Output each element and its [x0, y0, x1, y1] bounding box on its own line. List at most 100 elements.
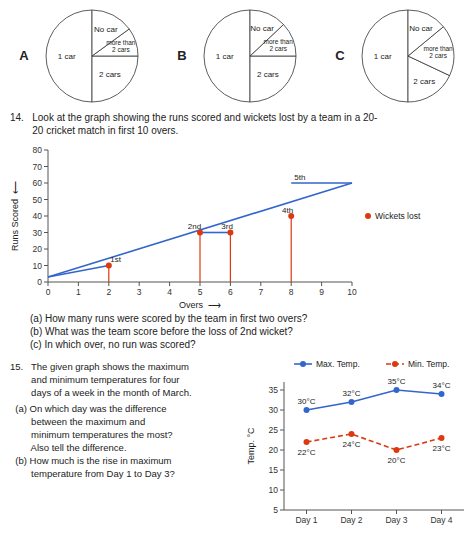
x-axis-label: Overs ⟶ — [179, 300, 221, 310]
xy-chart: 01020304050607080012345678910Overs ⟶Runs… — [10, 145, 421, 310]
plot-area — [48, 183, 352, 282]
y-tick — [44, 199, 48, 200]
annotation: 2nd — [188, 222, 201, 231]
x-tick-label: Day 1 — [295, 515, 317, 525]
y-tick — [280, 410, 284, 411]
data-label: 22°C — [298, 448, 316, 457]
x-tick — [48, 282, 49, 286]
y-axis — [284, 382, 285, 510]
pie-label: more than2 cars — [423, 45, 453, 59]
x-tick-label: 4 — [167, 287, 172, 297]
x-tick-label: 2 — [106, 287, 111, 297]
legend-label: Max. Temp. — [316, 359, 360, 369]
plot-area — [304, 387, 445, 453]
question-text: 20 cricket match in first 10 overs. — [10, 125, 178, 136]
data-label: 32°C — [343, 389, 361, 398]
x-tick — [200, 282, 201, 286]
point — [304, 439, 310, 445]
point — [439, 391, 445, 397]
data-label: 30°C — [298, 397, 316, 406]
pie-chart: A 1 car 2 cars more than2 cars No car — [19, 10, 138, 102]
annotation: 1st — [110, 255, 121, 264]
pie-label-line: No car — [409, 24, 433, 33]
y-tick — [280, 510, 284, 511]
pie-label-line: more than — [106, 39, 136, 46]
y-tick — [280, 390, 284, 391]
legend-marker — [300, 361, 306, 367]
question-text: temperature from Day 1 to Day 3? — [10, 468, 175, 479]
pie-title: C — [335, 48, 345, 63]
y-tick-label: 20 — [33, 244, 43, 254]
pie-label-line: 2 cars — [269, 45, 287, 52]
question-text: (a) On which day was the difference — [10, 403, 167, 414]
pie-label-line: 2 cars — [413, 77, 435, 86]
pie-label: more than2 cars — [106, 39, 136, 53]
legend: Max. Temp.Min. Temp. — [294, 359, 449, 369]
y-tick-label: 35 — [269, 385, 279, 395]
pie-label: 2 cars — [99, 70, 121, 79]
xy-chart: 5101520253035Day 1Day 2Day 3Day 4Temp. °… — [246, 359, 464, 525]
x-tick-label: 0 — [46, 287, 51, 297]
pie-slice — [92, 56, 138, 102]
data-label: 34°C — [433, 381, 451, 390]
legend-marker — [392, 361, 398, 367]
question-text: Also tell the difference. — [10, 442, 127, 453]
series-line — [307, 390, 442, 410]
stem — [230, 233, 231, 283]
y-tick-label: 70 — [33, 162, 43, 172]
pie-slice — [362, 10, 408, 102]
legend-label: Wickets lost — [375, 211, 421, 221]
y-tick-label: 10 — [269, 485, 279, 495]
y-axis-label: Runs Scored ⟵ — [10, 181, 20, 251]
y-tick-label: 80 — [33, 145, 43, 155]
y-tick-label: 5 — [273, 505, 278, 515]
x-tick-label: Day 3 — [385, 515, 407, 525]
y-tick — [280, 450, 284, 451]
question-text: (a) How many runs were scored by the tea… — [30, 313, 308, 324]
pie-label: 1 car — [58, 52, 76, 61]
y-tick — [280, 470, 284, 471]
pie-chart: C1 car2 carsmore than2 carsNo car — [335, 10, 454, 102]
legend-marker — [365, 213, 371, 219]
question-text: and minimum temperatures for four — [10, 374, 179, 385]
x-tick — [352, 282, 353, 286]
x-tick — [291, 282, 292, 286]
question-text: (b) What was the team score before the l… — [30, 326, 293, 337]
point — [439, 435, 445, 441]
point — [304, 407, 310, 413]
pie-slice — [250, 56, 296, 102]
y-tick — [280, 490, 284, 491]
pie-label: No car — [94, 25, 118, 34]
y-tick-label: 25 — [269, 425, 279, 435]
pie-label-line: 1 car — [216, 52, 234, 61]
x-tick — [306, 510, 307, 514]
series-line — [291, 182, 352, 184]
x-tick — [260, 282, 261, 286]
question-text: (b) How much is the rise in maximum — [10, 455, 172, 466]
pie-label: 2 cars — [257, 70, 279, 79]
question-text: (c) In which over, no run was scored? — [30, 339, 196, 350]
x-tick-label: Day 4 — [430, 515, 452, 525]
x-tick-label: 3 — [137, 287, 142, 297]
y-tick — [44, 232, 48, 233]
x-tick-label: 6 — [228, 287, 233, 297]
pie-label-line: 2 cars — [429, 52, 447, 59]
pie-title: A — [19, 48, 29, 63]
annotation: 3rd — [221, 222, 233, 231]
x-tick — [441, 510, 442, 514]
x-tick-label: 9 — [319, 287, 324, 297]
annotation: 4th — [282, 206, 293, 215]
series-line — [48, 266, 109, 278]
x-tick — [139, 282, 140, 286]
pie-slice — [46, 10, 92, 102]
x-tick — [321, 282, 322, 286]
y-tick-label: 30 — [269, 405, 279, 415]
pie-label: 1 car — [374, 52, 392, 61]
y-axis-label: Temp. °C — [246, 427, 256, 465]
y-tick-label: 10 — [33, 261, 43, 271]
pie-label-line: more than — [423, 45, 453, 52]
y-tick-label: 15 — [269, 465, 279, 475]
pie-label-line: 2 cars — [257, 70, 279, 79]
x-tick — [108, 282, 109, 286]
y-tick — [44, 265, 48, 266]
